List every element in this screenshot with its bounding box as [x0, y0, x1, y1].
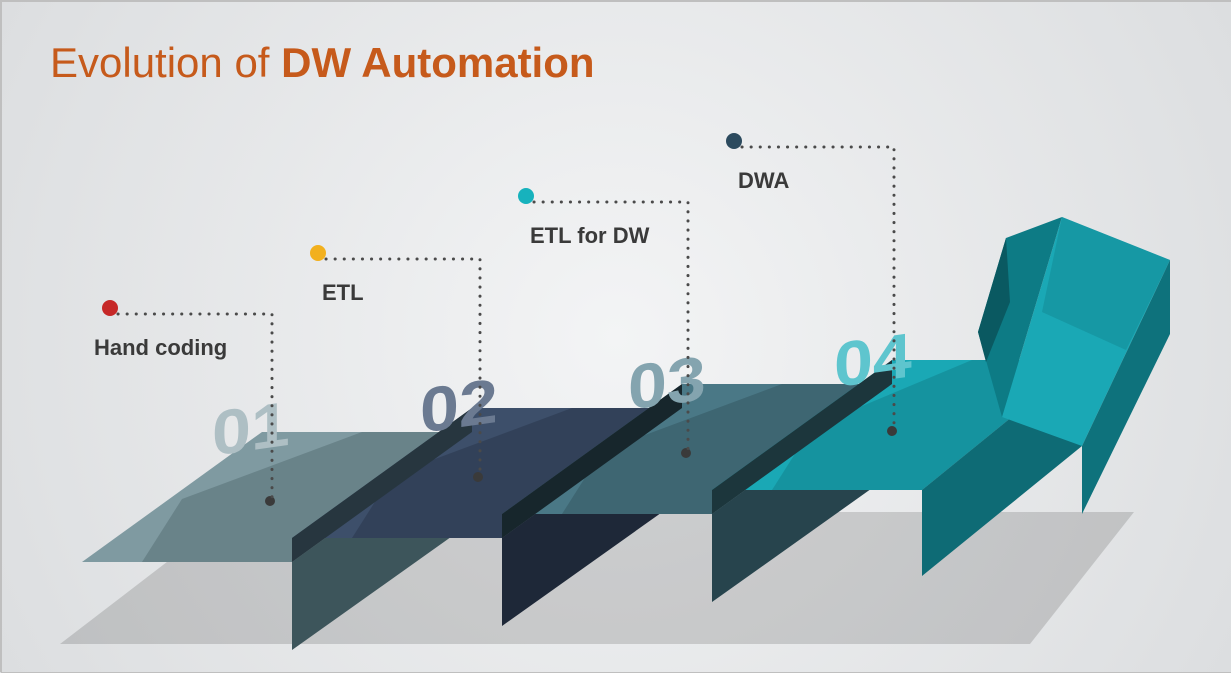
step-label-03: ETL for DW [530, 223, 649, 249]
step-number-03: 03 [628, 343, 706, 425]
callout-dot-01 [102, 300, 118, 316]
anchor-dot-01 [265, 496, 275, 506]
callout-dot-04 [726, 133, 742, 149]
anchor-dot-02 [473, 472, 483, 482]
step-number-04: 04 [834, 320, 912, 402]
step-label-01: Hand coding [94, 335, 227, 361]
callout-dot-03 [518, 188, 534, 204]
step-number-01: 01 [212, 388, 290, 470]
anchor-dot-03 [681, 448, 691, 458]
step-number-02: 02 [420, 365, 498, 447]
callout-dot-02 [310, 245, 326, 261]
step-label-02: ETL [322, 280, 364, 306]
anchor-dot-04 [887, 426, 897, 436]
step-label-04: DWA [738, 168, 789, 194]
